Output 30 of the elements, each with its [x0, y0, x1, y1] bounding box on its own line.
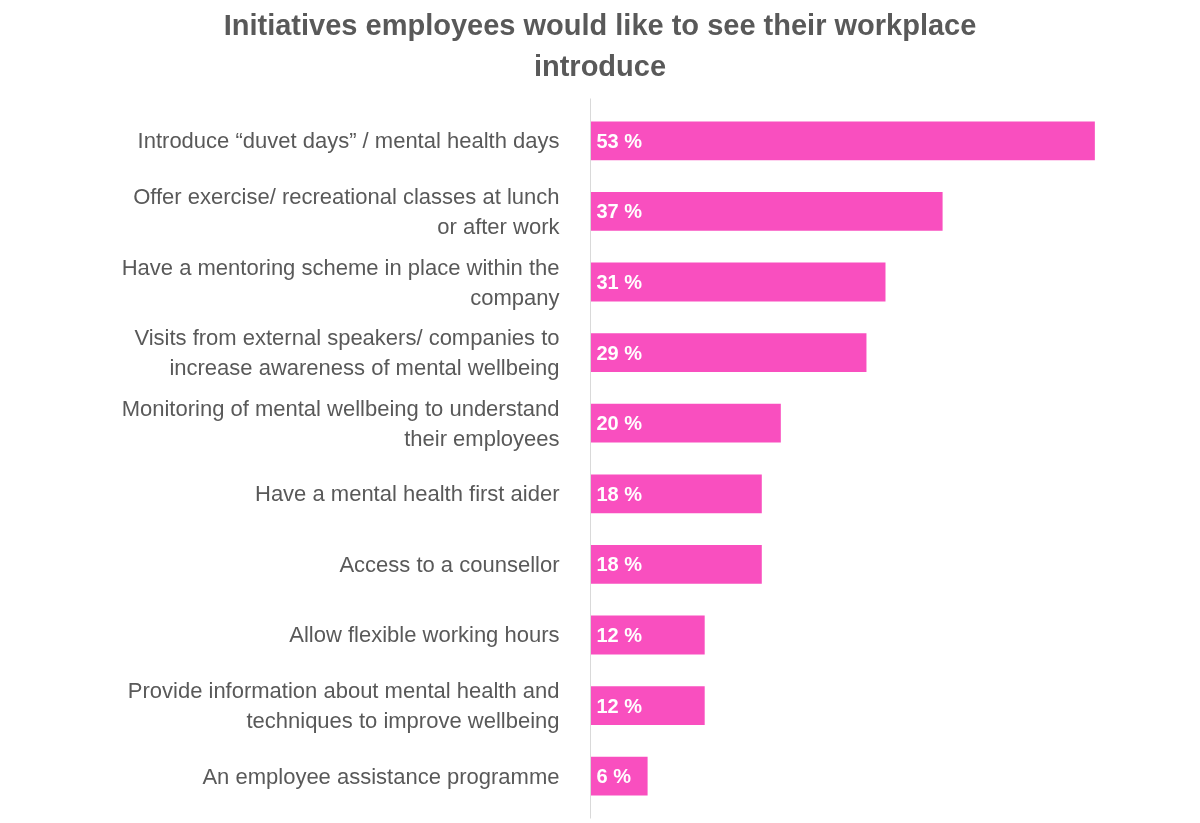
bar: [590, 262, 886, 302]
data-label: 29 %: [596, 341, 643, 364]
y-tick-label: Provide information about mental health and techniques to improve wellbeing: [127, 677, 560, 733]
chart-title: Initiatives employees would like to see their workplace introduce: [222, 8, 978, 85]
y-tick-label: Visits from external speakers/ companies to increase awareness of mental wellbeing: [134, 324, 560, 380]
bar: [590, 191, 943, 231]
y-tick-label: Access to a counsellor: [339, 551, 560, 577]
data-label: 12 %: [596, 694, 643, 717]
y-tick-label: Monitoring of mental wellbeing to understand their employees: [121, 395, 560, 451]
y-tick-label: An employee assistance programme: [202, 763, 560, 789]
y-tick-label: Allow flexible working hours: [289, 622, 560, 648]
data-label: 53 %: [596, 129, 643, 152]
bar: [590, 615, 705, 655]
y-tick-label: Offer exercise/ recreational classes at lunch or after work: [133, 183, 561, 239]
data-label: 37 %: [596, 200, 643, 223]
bar: [590, 474, 762, 514]
bar: [590, 544, 762, 584]
data-label: 18 %: [596, 482, 643, 505]
y-tick-label: Introduce “duvet days” / mental health days: [137, 128, 560, 154]
bar: [590, 403, 781, 443]
data-label: 20 %: [596, 412, 643, 435]
bar: [590, 121, 1095, 161]
data-label: 31 %: [596, 270, 643, 293]
data-label: 18 %: [596, 553, 643, 576]
bar: [590, 685, 705, 725]
data-label: 12 %: [596, 623, 643, 646]
bar: [590, 333, 867, 372]
y-tick-label: Have a mental health first aider: [255, 481, 560, 507]
y-tick-label: Have a mentoring scheme in place within the company: [121, 254, 560, 310]
data-label: 6 %: [596, 764, 632, 787]
